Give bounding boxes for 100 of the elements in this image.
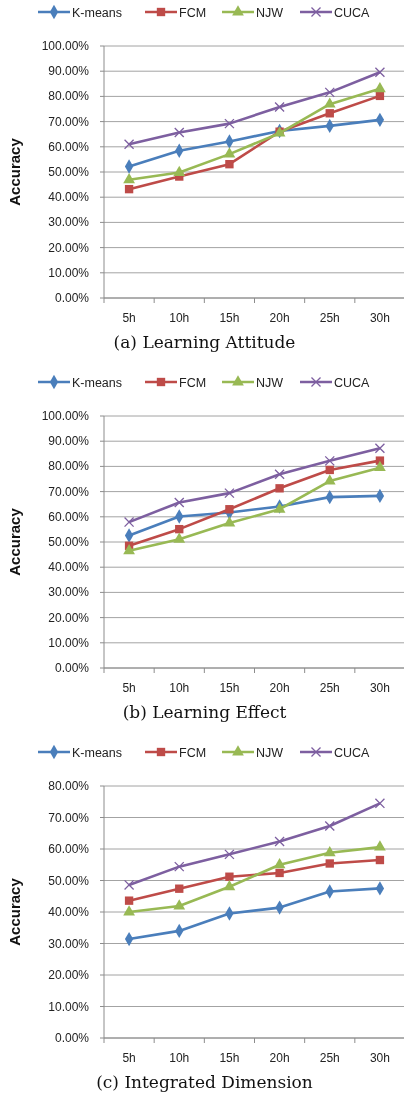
point — [123, 173, 135, 184]
x-tick-label: 10h — [169, 311, 190, 325]
y-tick-label: 70.00% — [48, 484, 90, 499]
legend-label: K-means — [72, 745, 123, 760]
y-tick-label: 10.00% — [48, 635, 90, 650]
point — [273, 857, 286, 869]
y-axis-title: Accuracy — [6, 507, 23, 576]
y-tick-label: 50.00% — [48, 873, 90, 888]
legend-label: NJW — [256, 375, 284, 390]
point — [324, 455, 335, 467]
y-tick-label: 80.00% — [48, 459, 90, 474]
x-tick-label: 30h — [369, 311, 390, 325]
legend-label: FCM — [179, 5, 207, 20]
y-tick-label: 80.00% — [48, 779, 90, 793]
y-tick-label: 20.00% — [48, 610, 90, 625]
legend-label: NJW — [256, 5, 284, 20]
y-tick-label: 90.00% — [48, 64, 90, 79]
y-tick-label: 10.00% — [48, 999, 90, 1014]
y-tick-label: 60.00% — [48, 509, 90, 524]
x-tick-label: 25h — [319, 681, 340, 695]
y-tick-label: 30.00% — [48, 936, 90, 951]
point — [274, 469, 285, 480]
point — [124, 896, 134, 905]
point — [175, 524, 184, 534]
x-tick-label: 10h — [169, 681, 190, 695]
legend-label: NJW — [256, 745, 284, 760]
point — [223, 516, 236, 527]
point — [224, 487, 235, 499]
y-tick-label: 70.00% — [48, 810, 90, 825]
point — [324, 820, 335, 832]
y-tick-label: 20.00% — [48, 240, 90, 255]
x-tick-label: 15h — [219, 1051, 240, 1065]
y-tick-label: 30.00% — [48, 215, 90, 230]
y-tick-label: 40.00% — [48, 905, 90, 919]
point — [224, 118, 235, 129]
y-tick-label: 70.00% — [48, 114, 90, 129]
y-tick-label: 80.00% — [48, 89, 90, 104]
text: (b) Learning Effect — [122, 702, 287, 722]
x-tick-label: 30h — [369, 1051, 390, 1065]
point — [223, 880, 236, 891]
point — [375, 91, 385, 101]
legend-label: CUCA — [334, 375, 371, 390]
y-tick-label: 0.00% — [54, 1031, 90, 1045]
point — [274, 836, 285, 847]
point — [374, 443, 386, 454]
x-tick-label: 5h — [122, 311, 136, 325]
point — [325, 109, 334, 118]
y-tick-label: 100.00% — [41, 409, 90, 423]
point — [173, 532, 186, 543]
point — [174, 127, 185, 138]
y-tick-label: 20.00% — [48, 968, 90, 982]
y-tick-label: 0.00% — [54, 661, 90, 675]
text: (c) Integrated Dimension — [96, 1072, 313, 1092]
x-tick-label: 30h — [369, 681, 390, 695]
point — [374, 460, 386, 472]
point — [225, 872, 234, 881]
point — [174, 861, 185, 872]
point — [224, 849, 235, 860]
x-tick-label: 25h — [319, 311, 340, 325]
point — [275, 868, 284, 878]
x-tick-label: 25h — [319, 1051, 340, 1065]
point — [374, 840, 386, 851]
point — [123, 516, 135, 528]
point — [324, 87, 335, 98]
x-tick-label: 20h — [269, 311, 290, 325]
point — [123, 879, 135, 891]
y-tick-label: 100.00% — [41, 39, 90, 53]
point — [374, 67, 386, 78]
y-tick-label: 60.00% — [48, 139, 90, 154]
point — [174, 497, 185, 508]
point — [225, 160, 234, 169]
legend-label: CUCA — [334, 5, 371, 20]
x-tick-label: 10h — [169, 1051, 190, 1065]
x-tick-label: 20h — [269, 1051, 290, 1065]
y-tick-label: 30.00% — [48, 585, 90, 600]
x-tick-label: 5h — [122, 681, 136, 695]
x-tick-label: 5h — [122, 1051, 136, 1065]
point — [323, 97, 336, 108]
y-tick-label: 60.00% — [48, 842, 90, 856]
y-axis-title: Accuracy — [6, 877, 23, 946]
x-tick-label: 15h — [219, 681, 240, 695]
point — [325, 859, 334, 868]
point — [325, 465, 334, 475]
y-tick-label: 40.00% — [48, 560, 90, 575]
y-tick-label: 50.00% — [48, 165, 90, 179]
x-tick-label: 15h — [219, 311, 240, 325]
y-tick-label: 40.00% — [48, 190, 90, 205]
point — [375, 855, 385, 865]
point — [123, 544, 135, 555]
point — [124, 184, 134, 194]
y-tick-label: 10.00% — [48, 265, 90, 280]
point — [274, 101, 285, 113]
point — [275, 484, 284, 493]
legend-label: FCM — [179, 745, 207, 760]
y-axis-title: Accuracy — [6, 137, 23, 206]
point — [374, 82, 386, 93]
y-tick-label: 0.00% — [54, 291, 90, 305]
point — [173, 899, 186, 910]
point — [223, 147, 236, 158]
legend-label: K-means — [72, 5, 123, 20]
